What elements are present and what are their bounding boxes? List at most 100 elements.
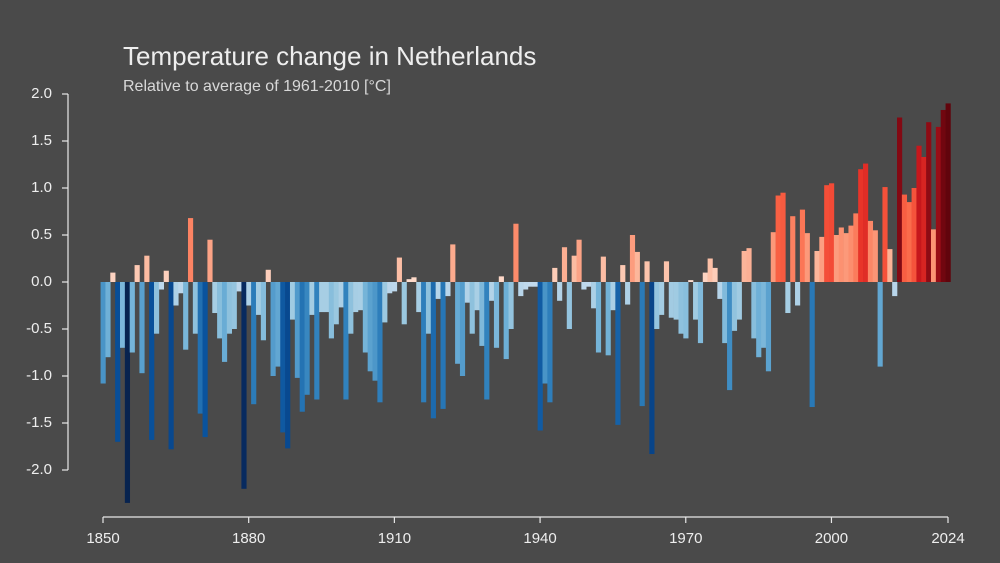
y-tick-label: 1.0 <box>31 179 52 196</box>
bar <box>581 282 587 290</box>
bar <box>391 282 398 292</box>
bar <box>396 257 402 282</box>
bar <box>464 282 470 303</box>
bar <box>731 282 738 331</box>
bar <box>459 282 466 376</box>
bar <box>498 276 504 282</box>
bar <box>916 145 922 282</box>
bar <box>785 282 791 314</box>
bar <box>144 255 150 282</box>
bar <box>270 282 276 376</box>
bar <box>668 282 674 318</box>
bar <box>153 282 160 334</box>
bar <box>712 267 718 282</box>
bar <box>693 282 699 320</box>
bar <box>134 265 140 282</box>
bar <box>406 279 412 282</box>
bar <box>561 247 568 282</box>
bar <box>411 277 417 282</box>
bar <box>654 282 660 329</box>
bar <box>115 282 121 442</box>
bar <box>513 223 519 282</box>
bar <box>605 282 611 356</box>
bar <box>362 282 368 353</box>
y-tick-label: 0.0 <box>31 273 52 290</box>
bar <box>372 282 378 381</box>
bar <box>484 282 490 400</box>
bar <box>217 282 223 339</box>
bar <box>445 282 451 297</box>
bar <box>314 282 320 400</box>
bar <box>100 282 106 384</box>
bar <box>799 209 806 282</box>
bar <box>824 185 830 282</box>
bar <box>921 156 927 282</box>
bar <box>634 251 640 282</box>
bar <box>158 282 165 290</box>
bar <box>576 239 582 282</box>
bar <box>620 265 626 282</box>
bar <box>625 282 631 305</box>
bar <box>187 218 194 282</box>
bar <box>260 282 266 341</box>
bar <box>348 282 354 334</box>
bar <box>756 282 762 358</box>
bar <box>663 261 670 282</box>
bar <box>323 282 330 313</box>
bar <box>192 282 198 334</box>
bar <box>814 250 820 282</box>
y-tick-label: -1.5 <box>26 414 52 431</box>
bar <box>765 282 772 372</box>
bar <box>931 229 937 282</box>
bar <box>285 282 291 449</box>
bar <box>119 282 126 348</box>
bar <box>600 256 606 282</box>
bar <box>241 282 247 489</box>
bar <box>173 282 179 306</box>
bar <box>639 282 645 407</box>
bar <box>833 235 840 282</box>
bar <box>697 282 704 344</box>
bar <box>678 282 684 334</box>
bar <box>926 122 932 282</box>
bar <box>843 233 849 282</box>
bar <box>124 282 131 503</box>
bar <box>299 282 305 412</box>
bar <box>489 282 495 301</box>
bar <box>892 282 898 297</box>
bar <box>688 280 694 282</box>
bar <box>858 169 864 282</box>
bar <box>809 282 815 408</box>
x-tick-label: 1850 <box>86 530 119 547</box>
bar <box>673 282 679 320</box>
bar <box>289 282 296 320</box>
bar <box>129 282 135 353</box>
bar <box>702 272 708 282</box>
bar <box>615 282 621 425</box>
chart-title: Temperature change in Netherlands <box>123 41 536 71</box>
bar <box>401 282 407 325</box>
bar <box>231 282 237 329</box>
bar <box>532 282 538 287</box>
bar <box>829 183 835 282</box>
bar <box>935 126 942 283</box>
bar <box>863 163 869 282</box>
y-tick-label: 0.5 <box>31 226 52 243</box>
bar <box>911 188 917 282</box>
bar <box>508 282 514 329</box>
x-tick-label: 2024 <box>931 530 964 547</box>
bar <box>780 192 786 282</box>
bar <box>770 232 776 282</box>
bar <box>746 248 752 282</box>
bar <box>163 270 169 282</box>
bar <box>328 282 334 339</box>
bar <box>251 282 257 405</box>
bar <box>207 239 213 282</box>
bar <box>168 282 174 450</box>
bar <box>659 282 665 315</box>
bar <box>945 103 951 283</box>
bar <box>343 282 349 400</box>
bar <box>940 109 946 282</box>
bar <box>790 216 796 282</box>
bar <box>552 267 558 282</box>
